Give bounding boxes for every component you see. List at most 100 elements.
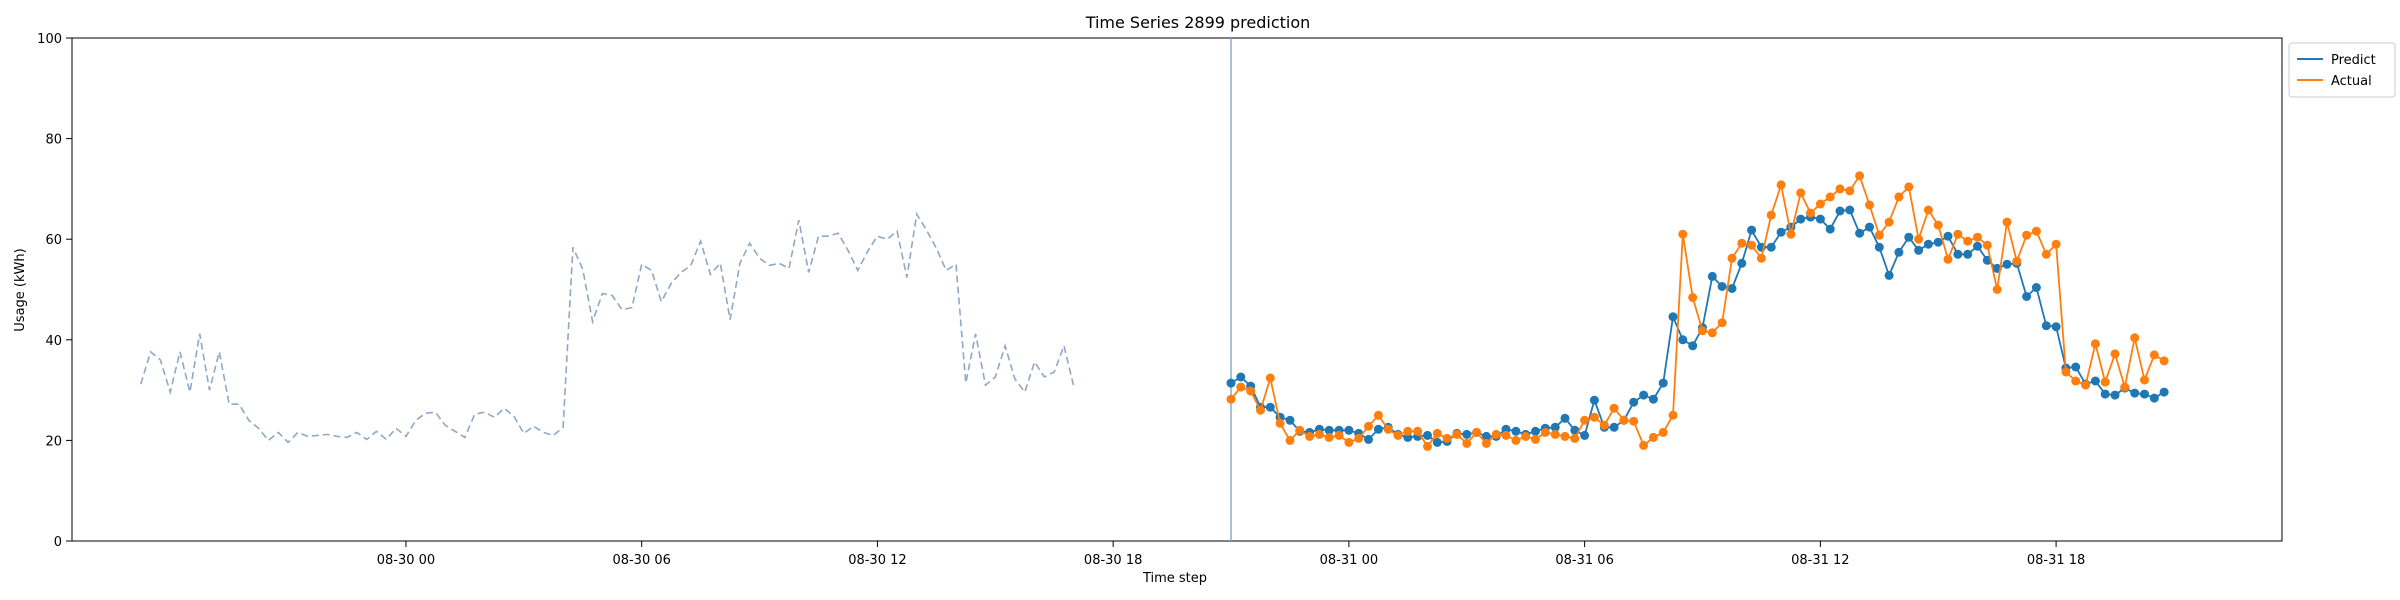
predict-point	[1796, 214, 1806, 224]
predict-point	[1894, 247, 1904, 257]
predict-point	[1648, 394, 1658, 404]
actual-point	[1727, 253, 1737, 263]
actual-point	[1766, 210, 1776, 220]
actual-point	[1609, 403, 1619, 413]
actual-point	[1756, 253, 1766, 263]
legend: Predict Actual	[2288, 42, 2396, 98]
actual-point	[1236, 382, 1246, 392]
actual-point	[1884, 217, 1894, 227]
actual-point	[1707, 328, 1717, 338]
predict-point	[1727, 284, 1737, 293]
predict-point	[1884, 270, 1894, 280]
predict-point	[1481, 431, 1491, 441]
predict-point	[2140, 389, 2149, 399]
x-tick-label: 08-30 00	[377, 553, 435, 568]
predict-point	[1923, 239, 1933, 249]
predict-point	[1855, 228, 1865, 238]
actual-point	[1933, 220, 1943, 230]
y-axis-label: Usage (kWh)	[13, 248, 28, 331]
x-tick-label: 08-30 18	[1084, 553, 1142, 568]
actual-point	[1737, 238, 1747, 248]
predict-point	[1747, 225, 1757, 235]
actual-point	[1982, 240, 1992, 250]
predict-point	[2110, 390, 2120, 400]
actual-point	[1786, 229, 1796, 239]
actual-point	[2022, 230, 2032, 240]
actual-point	[2149, 350, 2159, 360]
predict-point	[2041, 321, 2051, 331]
predict-point	[2022, 292, 2032, 301]
actual-point	[1619, 415, 1629, 425]
actual-point	[1560, 431, 1570, 441]
predict-point	[1943, 231, 1953, 241]
y-tick-label: 60	[45, 233, 62, 248]
x-tick-label: 08-31 00	[1320, 553, 1378, 568]
predict-point	[1707, 271, 1717, 281]
actual-point	[1943, 254, 1953, 264]
predict-point	[1550, 422, 1560, 432]
predict-point	[1825, 224, 1835, 234]
actual-point	[2081, 380, 2091, 390]
predict-point	[1776, 227, 1786, 237]
x-tick-label: 08-31 12	[1791, 553, 1849, 568]
predict-point	[1668, 312, 1678, 322]
predict-point	[1845, 205, 1855, 215]
actual-point	[1914, 234, 1924, 244]
actual-point	[2140, 375, 2149, 385]
predict-point	[1639, 390, 1649, 400]
actual-point	[1256, 405, 1265, 415]
predict-point	[1589, 395, 1599, 405]
predict-point	[1226, 378, 1236, 388]
predict-point	[1973, 241, 1982, 251]
actual-point	[1393, 430, 1403, 440]
predict-point	[1364, 434, 1373, 444]
actual-point	[1462, 438, 1472, 448]
actual-point	[1648, 432, 1658, 442]
x-tick-label: 08-31 06	[1555, 553, 1613, 568]
predict-point	[1609, 422, 1619, 432]
predict-point	[1874, 242, 1884, 252]
x-axis-label: Time step	[1142, 571, 1207, 586]
predict-point	[1963, 249, 1973, 259]
actual-point	[2051, 239, 2061, 249]
predict-point	[1423, 430, 1432, 440]
predict-point	[1904, 232, 1914, 242]
y-tick-label: 0	[54, 535, 62, 550]
predict-point	[1285, 415, 1295, 425]
actual-point	[1491, 429, 1501, 439]
predict-point	[2159, 387, 2169, 397]
legend-label-actual: Actual	[2331, 74, 2372, 89]
actual-point	[1589, 412, 1599, 422]
actual-point	[1668, 410, 1678, 420]
predict-point	[1344, 425, 1354, 435]
predict-point	[1531, 426, 1540, 436]
actual-point	[2031, 226, 2041, 236]
actual-point	[1324, 432, 1334, 442]
predict-point	[2051, 322, 2061, 332]
actual-point	[1865, 200, 1874, 210]
chart-title: Time Series 2899 prediction	[1085, 13, 1311, 32]
actual-point	[1904, 182, 1914, 192]
actual-point	[1275, 418, 1285, 428]
actual-point	[1658, 427, 1668, 437]
history-series-line	[140, 211, 1075, 444]
actual-point	[1265, 373, 1275, 383]
actual-point	[1698, 326, 1707, 336]
actual-point	[1855, 171, 1865, 181]
predict-point	[1236, 372, 1246, 382]
actual-point	[1511, 435, 1521, 445]
actual-point	[1285, 435, 1295, 445]
actual-point	[2061, 367, 2071, 377]
y-tick-label: 40	[45, 334, 62, 349]
actual-point	[1963, 236, 1973, 246]
actual-point	[2071, 376, 2081, 386]
actual-point	[1629, 416, 1639, 426]
actual-point	[1481, 438, 1491, 448]
predict-point	[1933, 237, 1943, 247]
actual-point	[1550, 429, 1560, 439]
actual-point	[1403, 426, 1413, 436]
x-tick-label: 08-30 06	[612, 553, 670, 568]
actual-point	[1845, 186, 1855, 196]
actual-point	[2012, 256, 2022, 266]
